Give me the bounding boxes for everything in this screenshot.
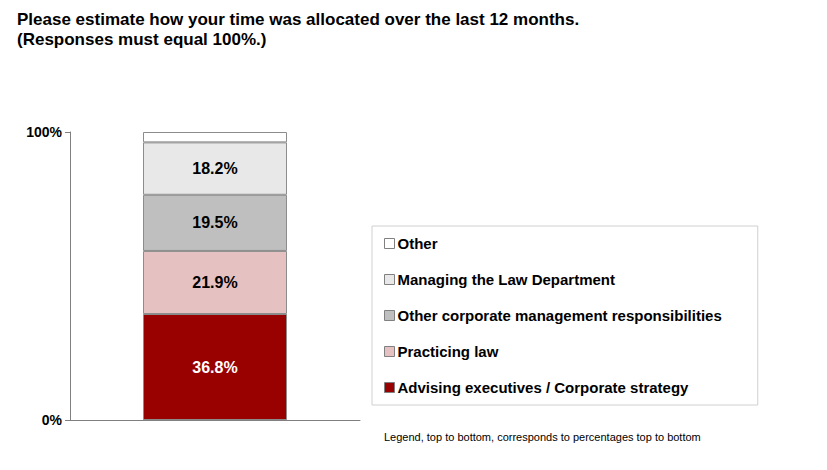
svg-text:Other: Other <box>398 235 438 252</box>
svg-text:(Responses must equal 100%.): (Responses must equal 100%.) <box>17 30 266 49</box>
svg-text:Managing the Law Department: Managing the Law Department <box>398 271 616 288</box>
svg-text:Advising executives / Corporat: Advising executives / Corporate strategy <box>398 379 690 396</box>
svg-text:18.2%: 18.2% <box>192 160 237 177</box>
svg-text:Other corporate management res: Other corporate management responsibilit… <box>398 307 722 324</box>
svg-text:36.8%: 36.8% <box>192 359 237 376</box>
svg-text:100%: 100% <box>26 124 62 140</box>
svg-text:Practicing law: Practicing law <box>398 343 499 360</box>
svg-text:Legend, top to bottom, corresp: Legend, top to bottom, corresponds to pe… <box>384 431 701 443</box>
svg-text:21.9%: 21.9% <box>192 274 237 291</box>
svg-text:0%: 0% <box>42 412 63 428</box>
svg-text:19.5%: 19.5% <box>192 214 237 231</box>
svg-text:Please estimate how your time: Please estimate how your time was alloca… <box>17 10 579 29</box>
